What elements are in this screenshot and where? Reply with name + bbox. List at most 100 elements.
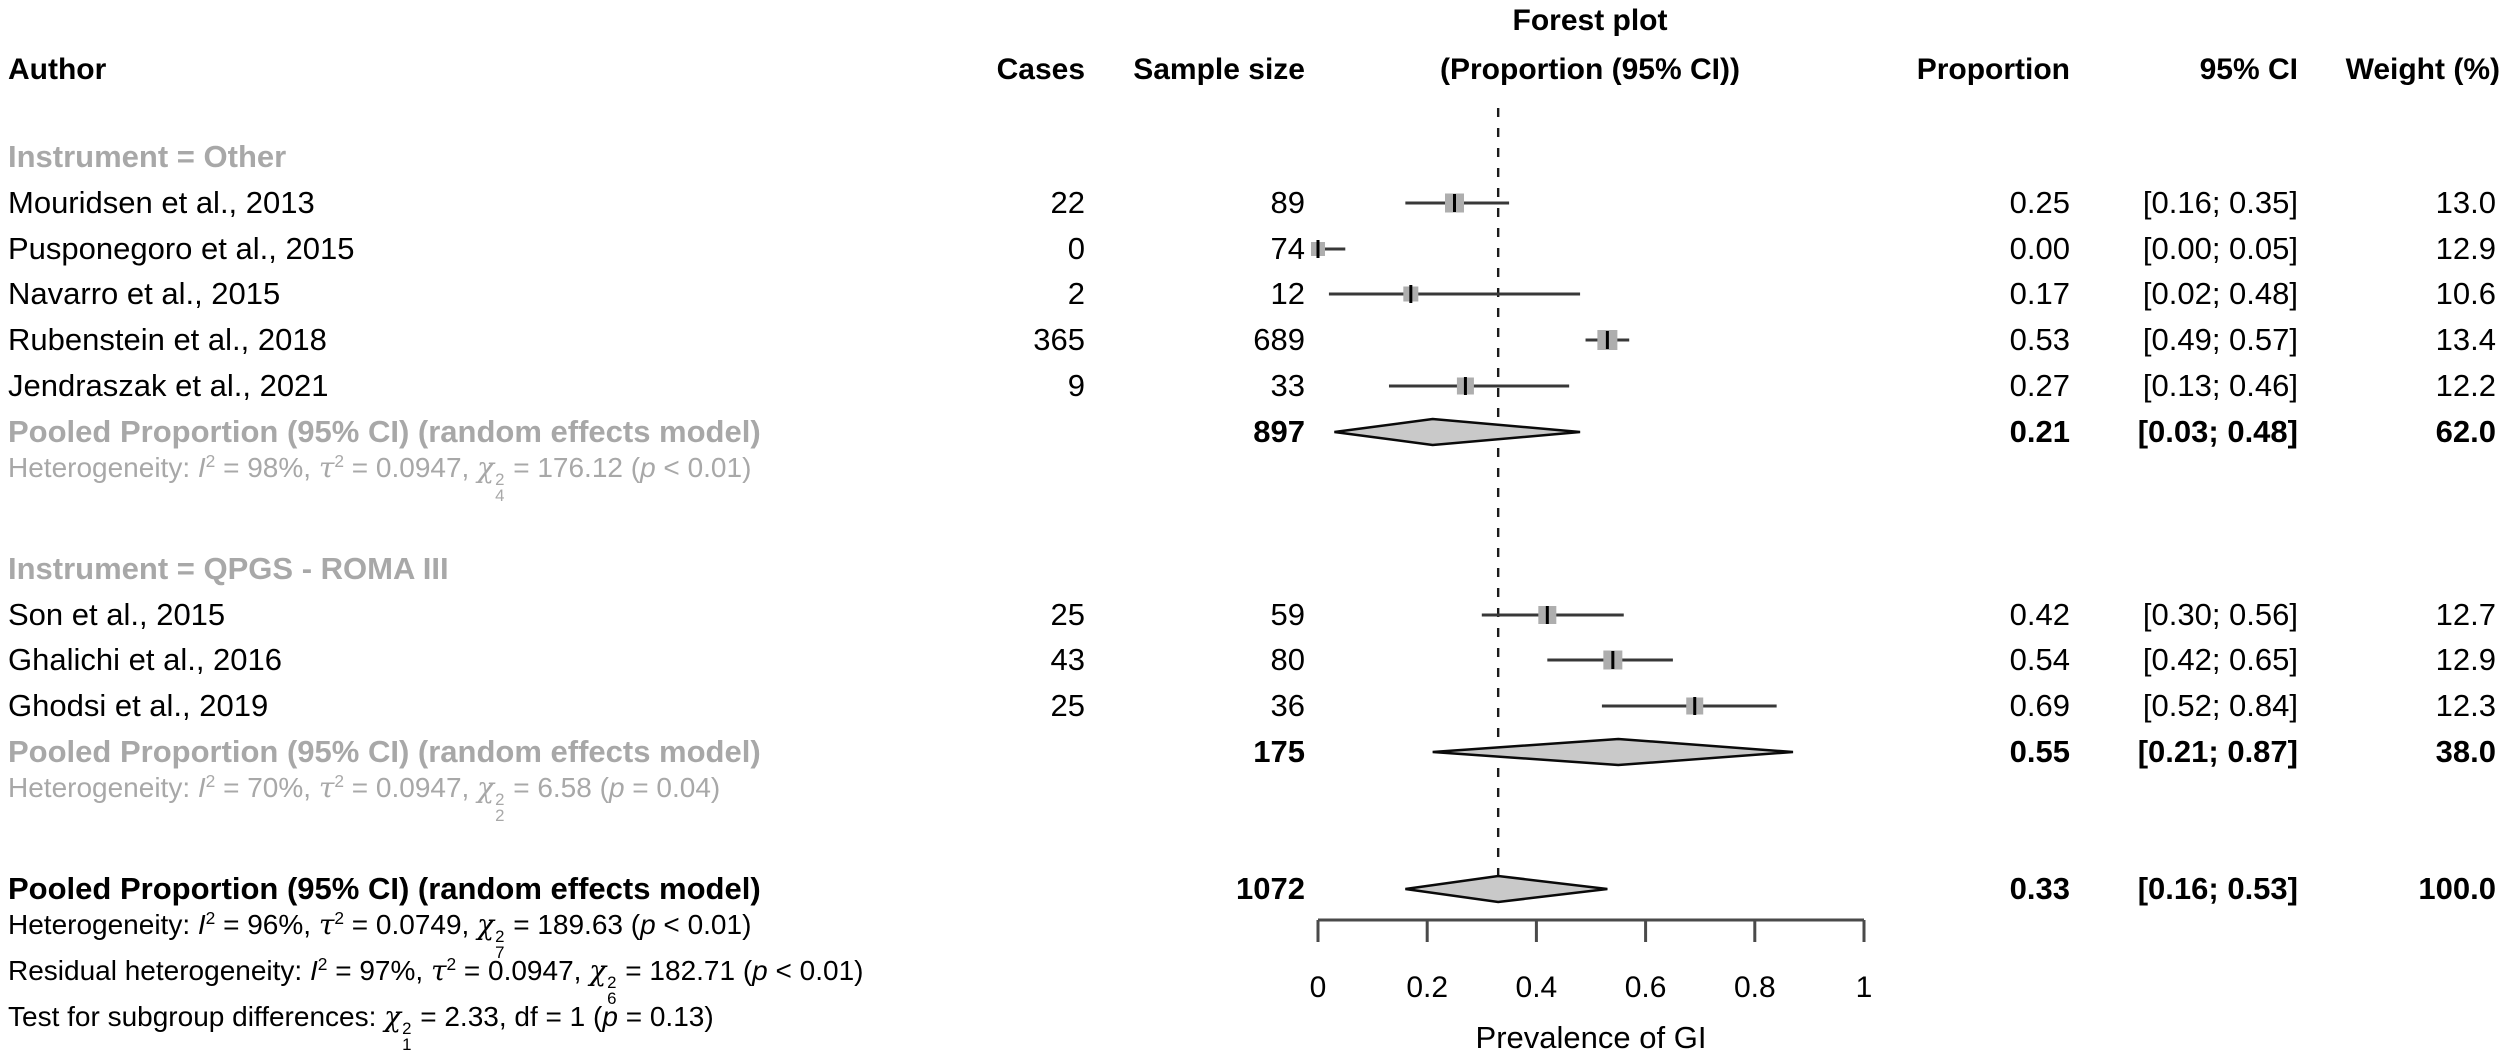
- sample-size-value: 89: [1270, 185, 1305, 220]
- note-segment: = 182.71 (: [617, 954, 753, 986]
- ci-value: [0.30; 0.56]: [2142, 597, 2298, 632]
- superscript: 2: [607, 972, 617, 992]
- column-header-plot-subtitle: (Proportion (95% CI)): [1440, 53, 1740, 86]
- weight-value: 12.2: [2435, 368, 2496, 403]
- weight-value: 13.4: [2435, 322, 2496, 357]
- author-label: Pusponegoro et al., 2015: [8, 231, 355, 266]
- author-label: Rubenstein et al., 2018: [8, 322, 327, 357]
- pooled-sample-size-value: 175: [1253, 734, 1305, 769]
- cases-value: 2: [1067, 276, 1085, 311]
- pooled-proportion-value: 0.21: [2009, 414, 2070, 449]
- ci-value: [0.13; 0.46]: [2142, 368, 2298, 403]
- pooled-diamond: [1405, 874, 1608, 904]
- author-label: Ghodsi et al., 2019: [8, 688, 269, 723]
- cases-value: 0: [1067, 231, 1085, 266]
- note-segment: = 0.0749,: [344, 908, 478, 940]
- note-segment: = 6.58 (: [505, 771, 609, 803]
- note-segment: = 96%,: [215, 908, 319, 940]
- note-segment: Heterogeneity:: [8, 451, 198, 483]
- pooled-label: Pooled Proportion (95% CI) (random effec…: [8, 871, 761, 906]
- author-label: Ghalichi et al., 2016: [8, 642, 283, 677]
- ci-value: [0.52; 0.84]: [2142, 688, 2298, 723]
- subscript: 2: [495, 805, 505, 825]
- cases-value: 43: [1050, 642, 1085, 677]
- note-segment: I: [197, 771, 206, 803]
- pooled-sample-size-value: 897: [1253, 414, 1305, 449]
- superscript: 2: [495, 469, 505, 489]
- note-segment: = 189.63 (: [505, 908, 641, 940]
- column-header-proportion: Proportion: [1916, 53, 2070, 86]
- note-segment: < 0.01): [655, 908, 752, 940]
- weight-value: 13.0: [2435, 185, 2496, 220]
- note-segment: p: [608, 771, 625, 803]
- note-segment: 2: [446, 954, 457, 975]
- pooled-ci-value: [0.21; 0.87]: [2137, 734, 2298, 769]
- x-axis-tick-label: 0.6: [1624, 971, 1667, 1004]
- note-segment: = 70%,: [215, 771, 319, 803]
- note-segment: τ: [430, 953, 447, 987]
- note-segment: = 0.0947,: [344, 451, 478, 483]
- superscript: 2: [495, 789, 505, 809]
- note-segment: 2: [334, 908, 344, 929]
- sample-size-value: 74: [1270, 231, 1305, 266]
- group-label: Instrument = QPGS - ROMA III: [8, 551, 449, 586]
- subscript: 7: [495, 942, 505, 962]
- cases-value: 25: [1050, 597, 1085, 632]
- pooled-diamond: [1432, 737, 1794, 767]
- subscript: 6: [607, 988, 617, 1008]
- proportion-value: 0.54: [2009, 642, 2070, 677]
- x-axis-tick-label: 1: [1855, 971, 1873, 1004]
- pooled-ci-value: [0.16; 0.53]: [2137, 871, 2298, 906]
- sample-size-value: 12: [1270, 276, 1305, 311]
- note-segment: p: [602, 1000, 618, 1032]
- note-segment: p: [752, 954, 768, 986]
- note-segment: Heterogeneity:: [8, 908, 198, 940]
- ci-value: [0.16; 0.35]: [2142, 185, 2298, 220]
- cases-value: 22: [1050, 185, 1085, 220]
- ci-value: [0.00; 0.05]: [2142, 231, 2298, 266]
- pooled-diamond: [1334, 417, 1581, 447]
- sample-size-value: 59: [1270, 597, 1305, 632]
- note-segment: χ: [477, 770, 495, 804]
- weight-value: 12.7: [2435, 597, 2496, 632]
- weight-value: 10.6: [2435, 276, 2496, 311]
- ci-value: [0.42; 0.65]: [2142, 642, 2298, 677]
- author-label: Navarro et al., 2015: [8, 276, 281, 311]
- note-segment: I: [197, 908, 206, 940]
- note-segment: 2: [205, 451, 216, 472]
- note-segment: = 0.04): [624, 771, 721, 803]
- x-axis-tick-label: 0.2: [1406, 971, 1449, 1004]
- x-axis-tick-label: 0.8: [1733, 971, 1776, 1004]
- note-segment: χ: [384, 999, 402, 1033]
- note-segment: χ: [477, 450, 495, 484]
- x-axis-tick-label: 0: [1309, 971, 1327, 1004]
- note-segment: = 97%,: [327, 954, 431, 986]
- pooled-ci-value: [0.03; 0.48]: [2137, 414, 2298, 449]
- column-header-ci: 95% CI: [2199, 53, 2298, 86]
- ci-value: [0.49; 0.57]: [2142, 322, 2298, 357]
- note-segment: p: [640, 908, 656, 940]
- author-label: Jendraszak et al., 2021: [8, 368, 329, 403]
- x-axis-tick-label: 0.4: [1515, 971, 1558, 1004]
- x-axis-label: Prevalence of GI: [1475, 1020, 1707, 1055]
- note-segment: χ: [477, 907, 495, 941]
- author-label: Mouridsen et al., 2013: [8, 185, 315, 220]
- note-segment: = 98%,: [215, 451, 319, 483]
- note-segment: = 0.0947,: [344, 771, 478, 803]
- pooled-weight-value: 100.0: [2418, 871, 2496, 906]
- note-segment: = 0.13): [617, 1000, 714, 1032]
- proportion-value: 0.53: [2009, 322, 2070, 357]
- pooled-label: Pooled Proportion (95% CI) (random effec…: [8, 734, 761, 769]
- proportion-value: 0.25: [2009, 185, 2070, 220]
- note-segment: 2: [334, 451, 344, 472]
- superscript: 2: [495, 926, 505, 946]
- heterogeneity-note: Residual heterogeneity: I2 = 97%, τ2 = 0…: [8, 954, 863, 1006]
